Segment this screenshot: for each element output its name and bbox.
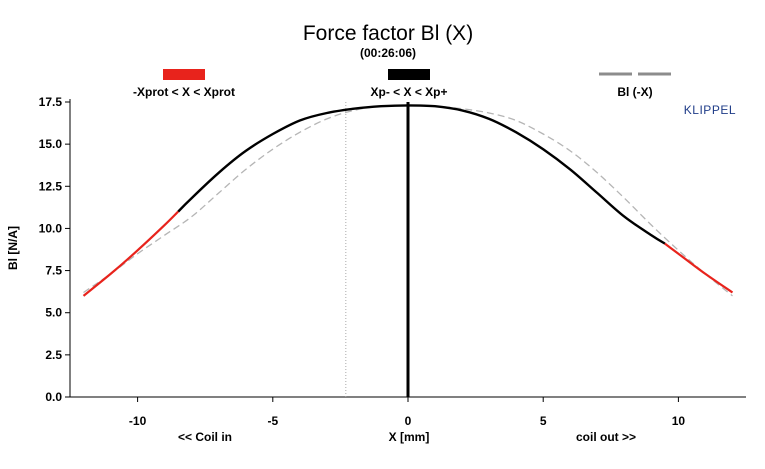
line-bl-right-red: [664, 242, 734, 294]
legend-label-xp: Xp- < X < Xp+: [370, 85, 447, 99]
chart-subtitle: (00:26:06): [360, 46, 416, 60]
series-bl: [82, 104, 734, 297]
y-tick-label: 10.0: [39, 221, 63, 235]
legend-swatch-xp: [388, 69, 430, 80]
x-tick-label: 5: [540, 414, 547, 428]
line-bl-black: [177, 104, 666, 245]
line-bl-left-red: [82, 210, 179, 297]
y-axis-label: Bl [N/A]: [6, 226, 20, 270]
x-axis-label-right: coil out >>: [576, 430, 636, 444]
series-bl-mirror: [83, 104, 733, 297]
chart-title: Force factor Bl (X): [303, 22, 473, 45]
legend: -Xprot < X < Xprot Xp- < X < Xp+ Bl (-X): [133, 69, 671, 99]
y-tick-label: 5.0: [45, 306, 62, 320]
y-tick-label: 0.0: [45, 390, 62, 404]
x-tick-label: -5: [267, 414, 278, 428]
legend-label-xprot: -Xprot < X < Xprot: [133, 85, 235, 99]
y-ticks: 0.0 2.5 5.0 7.5 10.0 12.5 15.0 17.5: [39, 95, 70, 404]
y-tick-label: 2.5: [45, 348, 62, 362]
line-bl-mirror: [83, 104, 733, 297]
x-ticks: -10 -5 0 5 10: [129, 397, 685, 428]
y-tick-label: 17.5: [39, 95, 63, 109]
y-tick-label: 7.5: [45, 264, 62, 278]
legend-swatch-xprot: [163, 69, 205, 80]
brand-label: KLIPPEL: [684, 103, 736, 117]
x-tick-label: 0: [405, 414, 412, 428]
x-axis-label-left: << Coil in: [178, 430, 232, 444]
x-tick-label: -10: [129, 414, 147, 428]
y-tick-label: 12.5: [39, 179, 63, 193]
x-tick-label: 10: [672, 414, 686, 428]
y-tick-label: 15.0: [39, 137, 63, 151]
x-axis-label: X [mm]: [389, 430, 430, 444]
legend-label-bl-mirror: Bl (-X): [617, 85, 652, 99]
